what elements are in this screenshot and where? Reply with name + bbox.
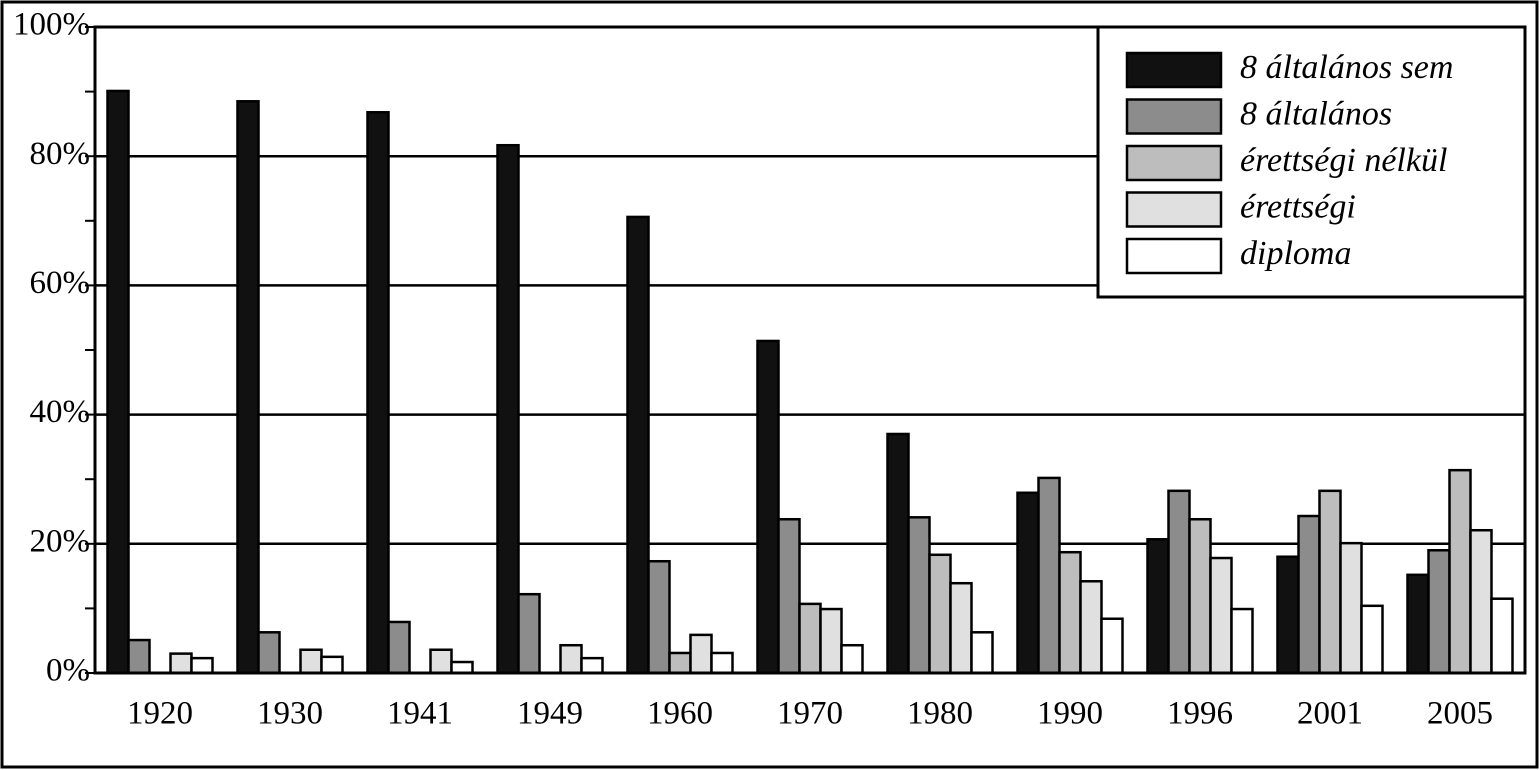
y-tick-label: 20% xyxy=(30,523,91,559)
bar xyxy=(689,633,713,675)
bar xyxy=(756,339,780,675)
legend-label: 8 általános sem xyxy=(1240,49,1453,86)
bar xyxy=(949,581,973,675)
bar xyxy=(257,631,281,675)
x-tick-label: 1980 xyxy=(907,696,973,732)
y-tick-label: 60% xyxy=(30,265,91,301)
legend-label: diploma xyxy=(1240,235,1351,272)
bar xyxy=(1058,550,1082,675)
x-tick-label: 1949 xyxy=(517,696,583,732)
bar xyxy=(496,143,520,675)
x-tick-label: 1996 xyxy=(1167,696,1233,732)
bar xyxy=(450,660,474,675)
bar xyxy=(1318,489,1342,675)
legend-label: érettségi xyxy=(1240,188,1356,225)
bar xyxy=(970,631,994,675)
bar xyxy=(580,656,604,675)
bar xyxy=(840,643,864,675)
x-tick-label: 1960 xyxy=(647,696,713,732)
legend-swatch xyxy=(1125,144,1223,182)
x-tick-label: 1920 xyxy=(127,696,193,732)
legend-swatch xyxy=(1125,191,1223,228)
bar xyxy=(106,89,130,675)
y-tick-label: 40% xyxy=(30,394,91,430)
bar xyxy=(1448,468,1472,675)
bar xyxy=(1230,607,1254,675)
bar xyxy=(1406,573,1430,675)
bar xyxy=(1079,580,1103,675)
x-tick-label: 1970 xyxy=(777,696,843,732)
legend-swatch xyxy=(1125,98,1223,135)
legend-label: érettségi nélkül xyxy=(1240,142,1447,179)
bar xyxy=(1339,541,1363,675)
bar xyxy=(1146,538,1170,675)
bar xyxy=(517,592,541,675)
x-tick-label: 1990 xyxy=(1037,696,1103,732)
bar xyxy=(647,559,671,675)
x-tick-label: 2005 xyxy=(1427,696,1493,732)
bar xyxy=(1188,518,1212,675)
bar xyxy=(819,607,843,675)
y-tick-label: 80% xyxy=(30,136,91,172)
x-tick-label: 1930 xyxy=(257,696,323,732)
bar xyxy=(1100,617,1124,675)
bar xyxy=(127,638,151,675)
y-tick-label: 0% xyxy=(46,653,90,689)
bar xyxy=(559,643,583,675)
bar xyxy=(236,100,260,675)
bar xyxy=(429,648,453,675)
bar xyxy=(798,602,822,675)
bar xyxy=(710,651,734,675)
bar xyxy=(299,648,323,675)
bar xyxy=(626,215,650,675)
legend-swatch xyxy=(1125,51,1223,89)
bar xyxy=(1297,514,1321,675)
x-tick-label: 1941 xyxy=(387,696,453,732)
legend-label: 8 általános xyxy=(1240,95,1392,132)
legend-swatch xyxy=(1125,237,1223,275)
bar xyxy=(1276,555,1300,675)
bar xyxy=(320,655,344,675)
bar xyxy=(1016,491,1040,675)
x-tick-label: 2001 xyxy=(1297,696,1363,732)
bar xyxy=(928,553,952,675)
bar xyxy=(777,518,801,675)
bar xyxy=(1037,476,1061,675)
bar xyxy=(387,620,411,675)
plot-area xyxy=(93,25,1527,675)
bar xyxy=(907,516,931,675)
bar xyxy=(169,652,193,675)
bar xyxy=(366,111,390,675)
bar xyxy=(886,432,910,675)
bar xyxy=(1490,597,1514,675)
bar xyxy=(1167,489,1191,675)
bar xyxy=(1469,528,1493,675)
bar xyxy=(1427,549,1451,675)
bar xyxy=(1209,556,1233,675)
bar xyxy=(1360,604,1384,675)
y-tick-label: 100% xyxy=(13,7,90,43)
bar xyxy=(190,656,214,675)
bar xyxy=(668,651,692,675)
